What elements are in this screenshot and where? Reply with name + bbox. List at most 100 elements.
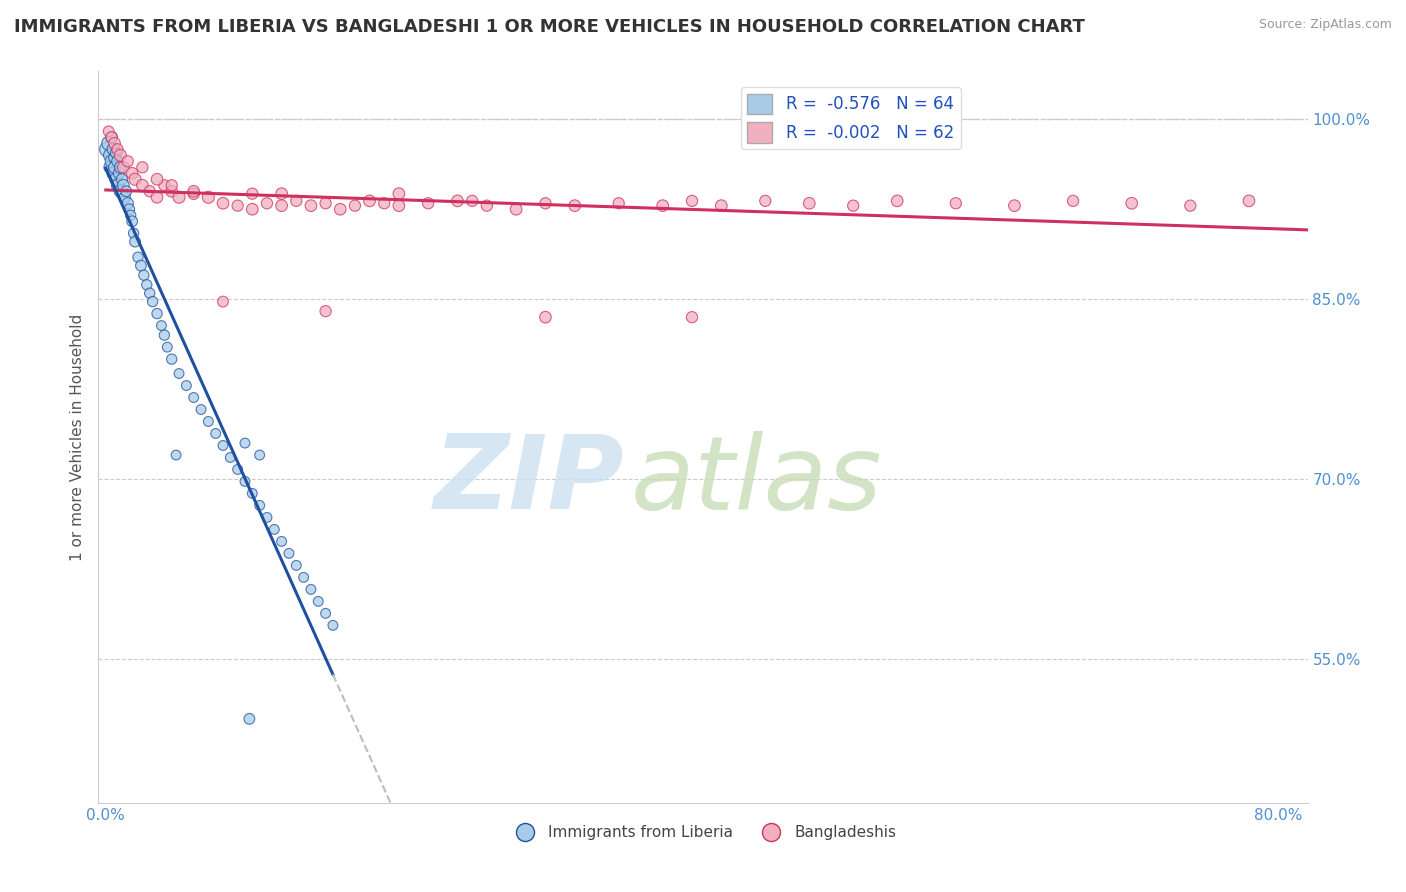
- Point: [121, 214, 143, 228]
- Point: [373, 196, 395, 211]
- Point: [681, 310, 703, 325]
- Text: Source: ZipAtlas.com: Source: ZipAtlas.com: [1258, 18, 1392, 31]
- Point: [263, 523, 285, 537]
- Point: [156, 340, 179, 354]
- Point: [1121, 196, 1143, 211]
- Point: [115, 184, 138, 198]
- Y-axis label: 1 or more Vehicles in Household: 1 or more Vehicles in Household: [69, 313, 84, 561]
- Point: [167, 190, 190, 204]
- Point: [117, 196, 139, 211]
- Point: [103, 136, 125, 151]
- Point: [146, 307, 169, 321]
- Point: [1062, 194, 1084, 208]
- Point: [418, 196, 440, 211]
- Point: [233, 436, 256, 450]
- Point: [799, 196, 821, 211]
- Point: [256, 510, 278, 524]
- Point: [121, 166, 143, 180]
- Point: [183, 391, 205, 405]
- Point: [212, 196, 235, 211]
- Point: [219, 450, 242, 465]
- Point: [240, 186, 263, 201]
- Point: [299, 199, 322, 213]
- Point: [564, 199, 586, 213]
- Point: [710, 199, 733, 213]
- Point: [233, 475, 256, 489]
- Point: [146, 172, 169, 186]
- Point: [315, 196, 337, 211]
- Point: [842, 199, 865, 213]
- Point: [117, 154, 139, 169]
- Point: [105, 145, 128, 160]
- Point: [256, 196, 278, 211]
- Point: [101, 142, 124, 156]
- Point: [1237, 194, 1260, 208]
- Point: [343, 199, 366, 213]
- Point: [100, 154, 122, 169]
- Point: [138, 286, 160, 301]
- Point: [359, 194, 381, 208]
- Point: [307, 594, 329, 608]
- Point: [315, 304, 337, 318]
- Point: [97, 124, 120, 138]
- Point: [249, 499, 271, 513]
- Text: ZIP: ZIP: [434, 431, 624, 532]
- Point: [226, 199, 249, 213]
- Point: [446, 194, 468, 208]
- Point: [111, 172, 134, 186]
- Point: [461, 194, 484, 208]
- Point: [98, 148, 121, 162]
- Point: [160, 184, 183, 198]
- Point: [122, 226, 145, 240]
- Legend: Immigrants from Liberia, Bangladeshis: Immigrants from Liberia, Bangladeshis: [503, 819, 903, 847]
- Point: [197, 190, 219, 204]
- Point: [1004, 199, 1026, 213]
- Point: [212, 438, 235, 452]
- Point: [167, 367, 190, 381]
- Point: [534, 196, 557, 211]
- Point: [131, 178, 153, 193]
- Point: [886, 194, 908, 208]
- Point: [98, 161, 121, 175]
- Point: [107, 154, 129, 169]
- Point: [238, 712, 260, 726]
- Point: [100, 130, 122, 145]
- Text: atlas: atlas: [630, 431, 882, 531]
- Point: [651, 199, 673, 213]
- Point: [101, 166, 124, 180]
- Point: [142, 294, 165, 309]
- Point: [475, 199, 498, 213]
- Point: [388, 199, 411, 213]
- Point: [107, 178, 129, 193]
- Point: [107, 142, 129, 156]
- Point: [388, 186, 411, 201]
- Point: [103, 161, 125, 175]
- Point: [112, 178, 135, 193]
- Point: [270, 534, 292, 549]
- Point: [160, 352, 183, 367]
- Point: [197, 415, 219, 429]
- Point: [96, 142, 118, 156]
- Point: [607, 196, 630, 211]
- Point: [150, 318, 173, 333]
- Point: [127, 250, 149, 264]
- Point: [226, 462, 249, 476]
- Point: [270, 186, 292, 201]
- Point: [110, 184, 132, 198]
- Point: [299, 582, 322, 597]
- Point: [131, 161, 153, 175]
- Point: [118, 202, 141, 217]
- Point: [165, 448, 187, 462]
- Point: [110, 148, 132, 162]
- Point: [183, 186, 205, 201]
- Text: IMMIGRANTS FROM LIBERIA VS BANGLADESHI 1 OR MORE VEHICLES IN HOUSEHOLD CORRELATI: IMMIGRANTS FROM LIBERIA VS BANGLADESHI 1…: [14, 18, 1085, 36]
- Point: [132, 268, 155, 283]
- Point: [190, 402, 212, 417]
- Point: [103, 151, 125, 165]
- Point: [124, 172, 146, 186]
- Point: [505, 202, 527, 217]
- Point: [204, 426, 226, 441]
- Point: [315, 607, 337, 621]
- Point: [329, 202, 352, 217]
- Point: [681, 194, 703, 208]
